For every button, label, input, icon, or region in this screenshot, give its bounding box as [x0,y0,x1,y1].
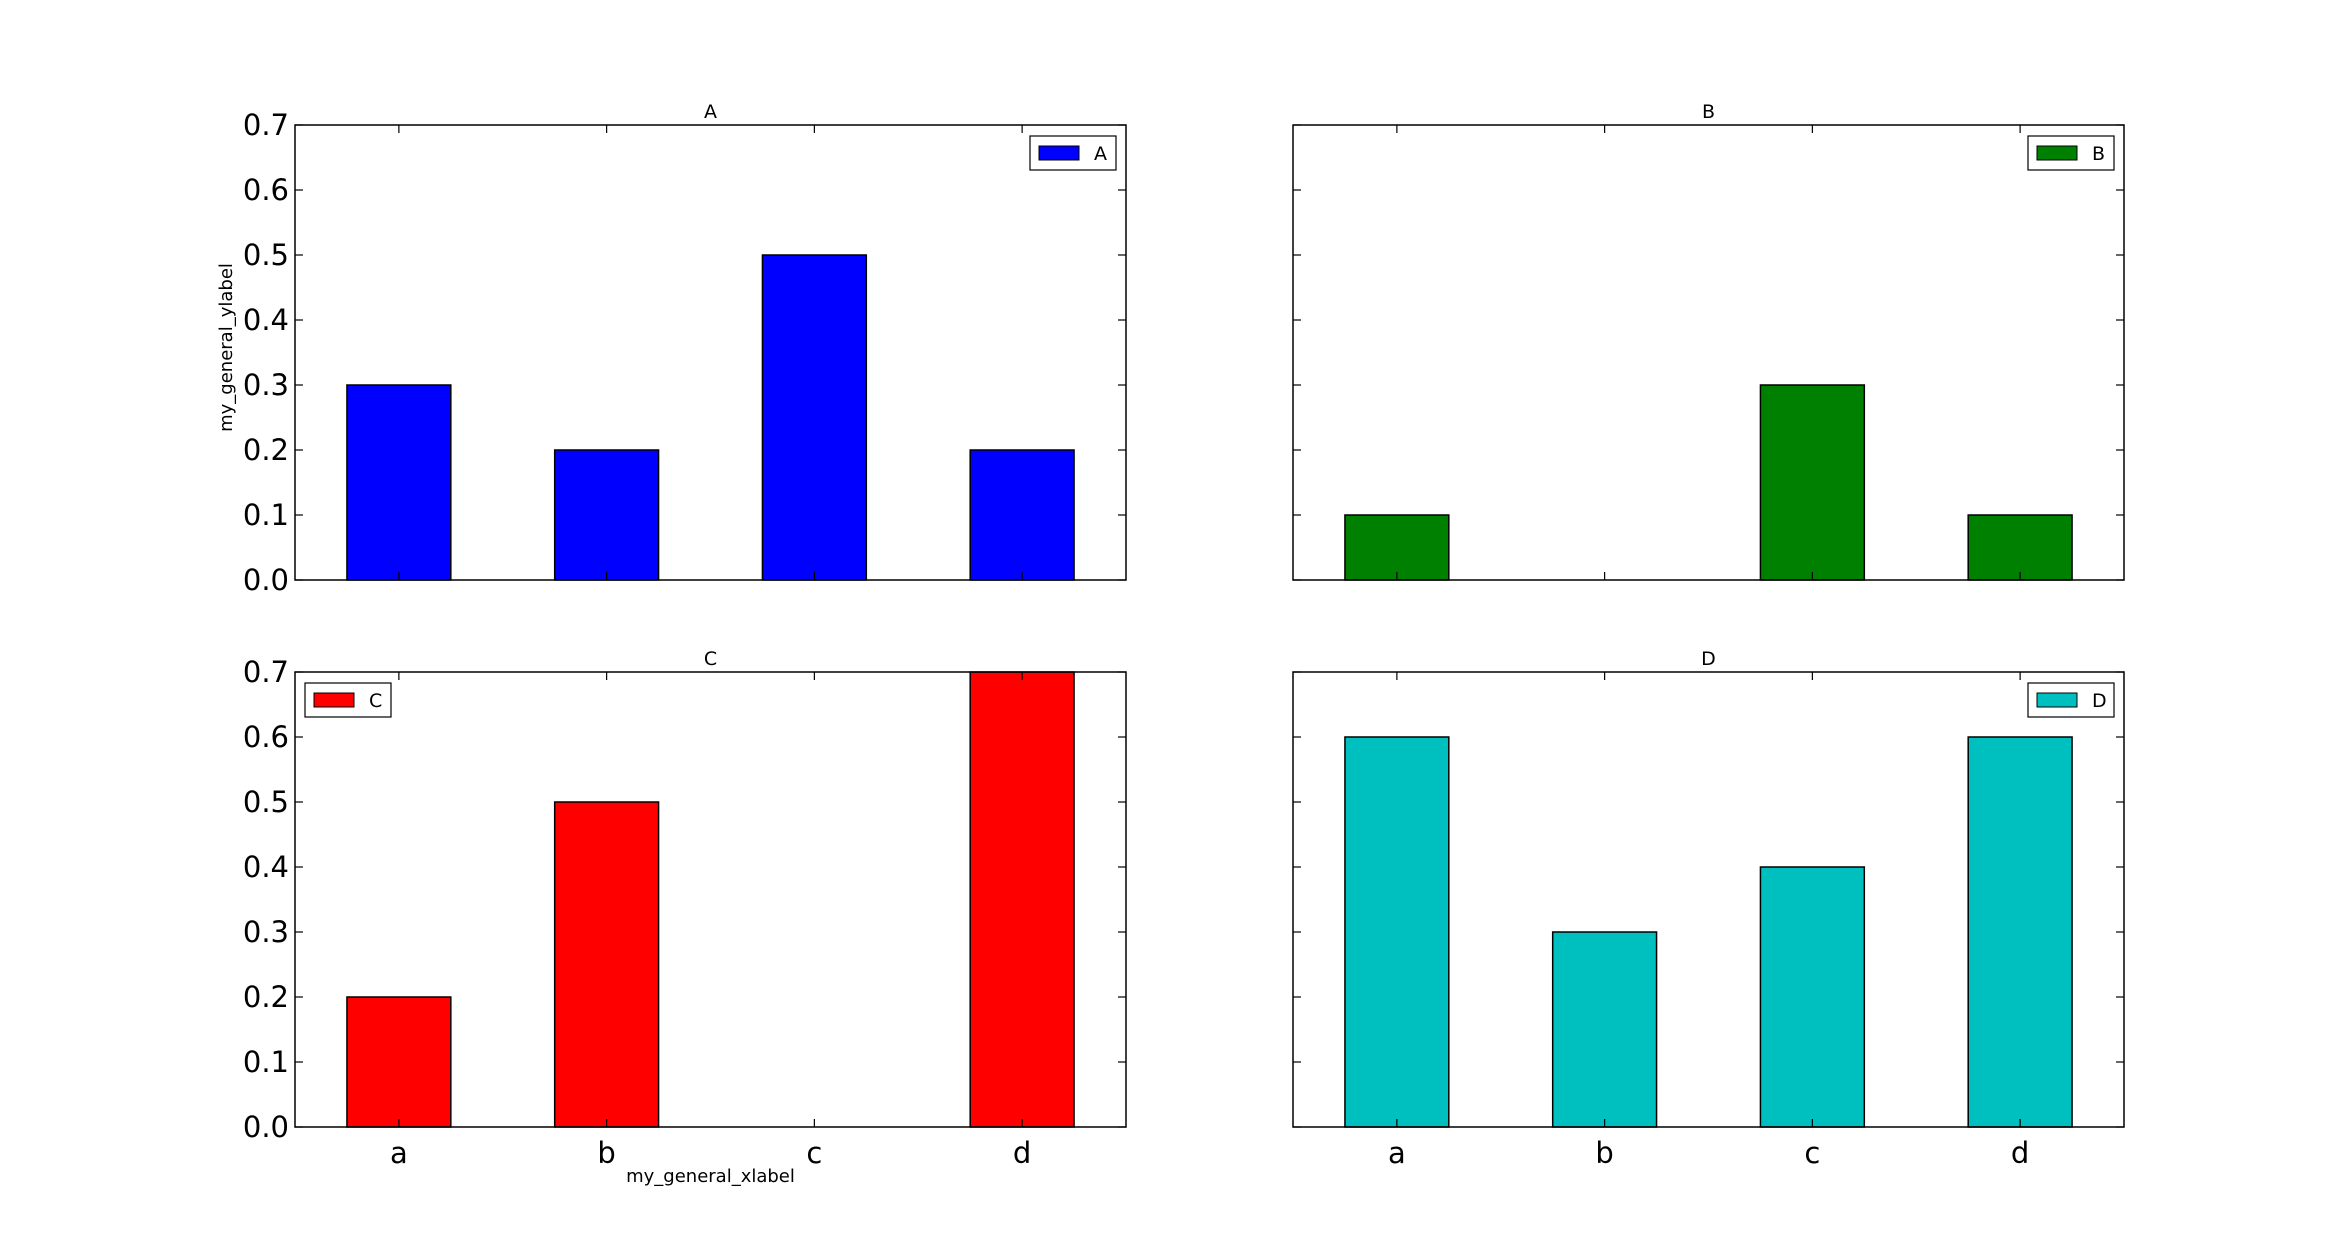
legend: A [1029,135,1117,171]
bar-c [761,254,868,581]
legend-swatch [2036,692,2078,708]
legend-label: D [2092,690,2107,712]
bar-b [1551,931,1658,1128]
x-tick-label: d [2011,1136,2029,1170]
axes-frame [294,124,1127,581]
legend: D [2027,682,2115,718]
y-tick-label: 0.3 [243,915,289,949]
subplot-title: B [1702,101,1715,123]
y-tick-label: 0.1 [243,1045,289,1079]
subplot-title: A [704,101,717,123]
y-tick-label: 0.7 [243,108,289,142]
bar-a [1344,736,1450,1128]
legend-label: B [2092,143,2105,165]
legend: B [2027,135,2115,171]
y-tick-label: 0.0 [243,563,289,597]
subplot-title: D [1701,648,1716,670]
x-tick-label: b [597,1136,615,1170]
bar-a [346,996,452,1128]
x-tick-label: b [1595,1136,1613,1170]
bar-d [969,671,1075,1128]
axes-frame [294,671,1127,1128]
legend: C [304,682,392,718]
legend-label: C [369,690,382,712]
x-tick-label: c [1804,1136,1820,1170]
axes-frame [1292,671,2125,1128]
bar-b [553,449,660,581]
legend-swatch [313,692,355,708]
y-tick-label: 0.7 [243,655,289,689]
x-tick-label: a [1388,1136,1406,1170]
y-tick-label: 0.1 [243,498,289,532]
y-tick-label: 0.0 [243,1110,289,1144]
legend-swatch [1038,145,1080,161]
subplot-b: BB [1292,101,2125,581]
subplot-a: 0.0 0.1 0.2 0.3 0.4 0.5 0.6 0.7 Amy_general_ylab… [216,101,1127,597]
y-tick-label: 0.2 [243,433,289,467]
x-axis-label: my_general_xlabel [626,1166,795,1187]
y-tick-label: 0.5 [243,238,289,272]
bar-a [1344,514,1450,581]
subplot-title: C [704,648,717,670]
y-tick-label: 0.4 [243,850,289,884]
bar-b [553,801,660,1128]
bar-a [346,384,452,581]
y-tick-label: 0.3 [243,368,289,402]
y-tick-label: 0.4 [243,303,289,337]
y-tick-label: 0.2 [243,980,289,1014]
legend-swatch [2036,145,2078,161]
subplot-c: 0.0 0.1 0.2 0.3 0.4 0.5 0.6 0.7 a b c d Cmy_general_… [243,648,1127,1187]
bar-d [1967,514,2073,581]
bar-c [1759,866,1866,1128]
y-tick-label: 0.6 [243,720,289,754]
x-tick-label: c [806,1136,822,1170]
bar-d [969,449,1075,581]
legend-label: A [1094,143,1107,165]
subplot-d: a b c d D D [1292,648,2125,1170]
x-tick-label: d [1013,1136,1031,1170]
y-tick-label: 0.5 [243,785,289,819]
bar-d [1967,736,2073,1128]
y-tick-label: 0.6 [243,173,289,207]
x-tick-label: a [390,1136,408,1170]
bar-c [1759,384,1866,581]
y-axis-label: my_general_ylabel [216,263,237,432]
axes-frame [1292,124,2125,581]
